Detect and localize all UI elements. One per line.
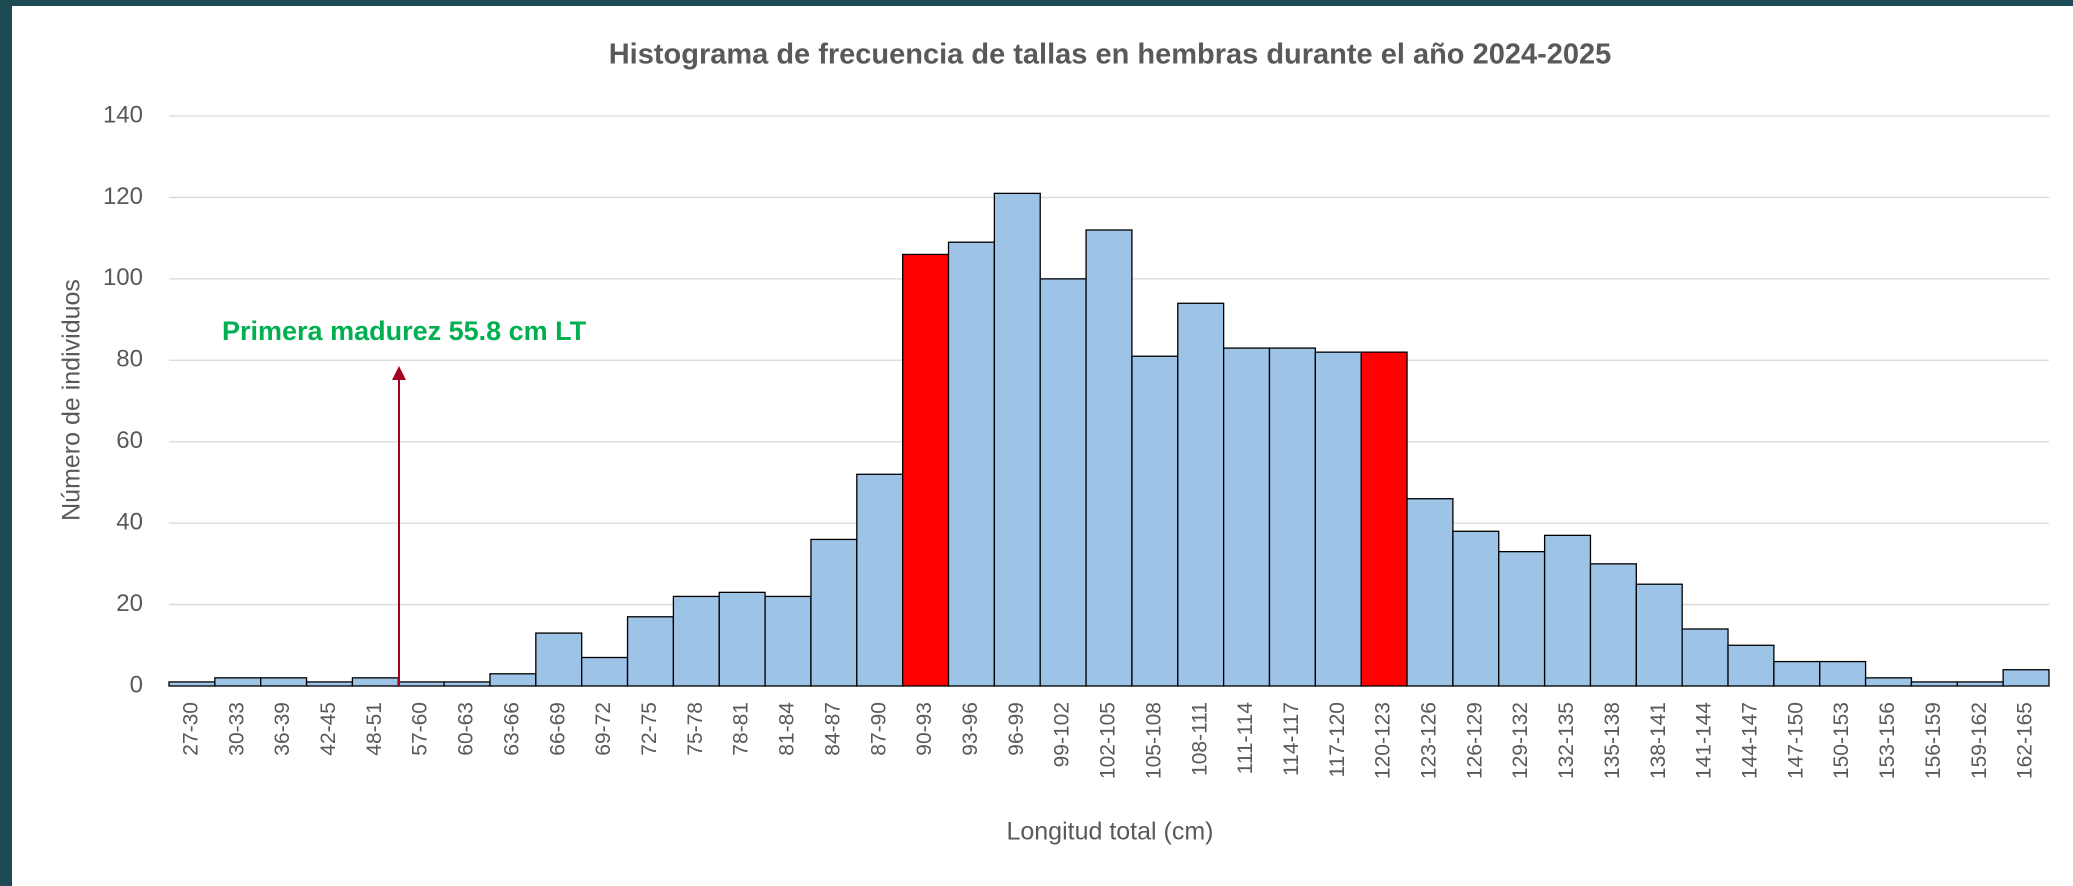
- y-tick-label: 120: [103, 183, 143, 210]
- x-tick-label: 96-99: [1005, 702, 1028, 756]
- bar: [1727, 644, 1775, 687]
- bar: [443, 681, 491, 687]
- x-tick-label: 81-84: [776, 702, 799, 756]
- bar: [260, 677, 308, 687]
- x-tick-label: 132-135: [1555, 702, 1578, 779]
- x-tick-label: 30-33: [225, 702, 248, 756]
- x-tick-label: 75-78: [684, 702, 707, 756]
- bar: [1864, 677, 1913, 687]
- bar: [305, 681, 354, 687]
- x-tick-label: 99-102: [1051, 702, 1074, 767]
- x-tick-label: 60-63: [455, 702, 478, 756]
- bar: [168, 681, 216, 687]
- bar: [1910, 681, 1958, 687]
- x-tick-label: 105-108: [1142, 702, 1165, 779]
- bar: [1085, 229, 1133, 687]
- x-tick-label: 141-144: [1693, 702, 1716, 779]
- bar: [351, 677, 399, 687]
- bar: [1222, 347, 1271, 687]
- bar: [947, 241, 996, 687]
- x-tick-label: 90-93: [913, 702, 936, 756]
- x-tick-label: 72-75: [638, 702, 661, 756]
- x-tick-label: 156-159: [1922, 702, 1945, 779]
- x-tick-label: 162-165: [2014, 702, 2037, 779]
- y-tick-label: 20: [116, 590, 143, 617]
- x-tick-label: 123-126: [1418, 702, 1441, 779]
- bar: [1635, 583, 1683, 687]
- bar: [856, 473, 904, 687]
- x-tick-label: 111-114: [1234, 702, 1257, 775]
- x-tick-label: 138-141: [1647, 702, 1670, 779]
- bar: [1314, 351, 1362, 687]
- annotation-arrowhead: [392, 366, 406, 380]
- bar: [2002, 669, 2050, 687]
- bar: [718, 591, 766, 687]
- bar: [1773, 660, 1821, 687]
- bar: [1177, 302, 1225, 687]
- x-tick-label: 63-66: [500, 702, 523, 756]
- bar: [993, 192, 1041, 687]
- x-tick-label: 84-87: [821, 702, 844, 756]
- x-tick-label: 135-138: [1601, 702, 1624, 779]
- bar: [810, 538, 858, 687]
- x-tick-label: 48-51: [363, 702, 386, 756]
- bar: [1498, 550, 1546, 687]
- x-tick-label: 36-39: [271, 702, 294, 756]
- x-tick-label: 129-132: [1509, 702, 1532, 779]
- chart-title: Histograma de frecuencia de tallas en he…: [609, 39, 1612, 71]
- x-tick-label: 114-117: [1280, 702, 1303, 776]
- bar: [214, 677, 262, 687]
- annotation: Primera madurez 55.8 cm LT: [222, 316, 587, 346]
- bar: [626, 616, 675, 687]
- bar: [1589, 563, 1637, 687]
- bar: [489, 673, 537, 687]
- y-tick-label: 80: [116, 346, 143, 373]
- bar: [397, 681, 445, 687]
- x-tick-label: 120-123: [1372, 702, 1395, 779]
- bar: [672, 595, 720, 687]
- bar: [1681, 628, 1729, 687]
- y-tick-label: 60: [116, 427, 143, 454]
- bar: [1452, 530, 1500, 687]
- bar: [1819, 660, 1867, 687]
- bar: [581, 656, 629, 687]
- x-tick-label: 69-72: [592, 702, 615, 756]
- y-tick-label: 40: [116, 508, 143, 535]
- x-tick-label: 78-81: [730, 702, 753, 756]
- x-tick-label: 153-156: [1876, 702, 1899, 779]
- x-tick-label: 66-69: [546, 702, 569, 756]
- bar: [535, 632, 583, 687]
- x-tick-label: 42-45: [317, 702, 340, 756]
- bar: [1956, 681, 2004, 687]
- bar: [1543, 534, 1592, 687]
- y-tick-label: 140: [103, 101, 143, 128]
- x-tick-label: 108-111: [1188, 702, 1211, 776]
- bar: [1360, 351, 1408, 687]
- x-tick-label: 150-153: [1830, 702, 1853, 779]
- x-tick-label: 126-129: [1463, 702, 1486, 779]
- x-axis-label: Longitud total (cm): [1006, 818, 1213, 846]
- x-tick-label: 147-150: [1784, 702, 1807, 779]
- bar: [1406, 498, 1454, 687]
- bar: [1039, 278, 1087, 687]
- bar: [764, 595, 812, 687]
- x-tick-label: 159-162: [1968, 702, 1991, 779]
- bar: [902, 253, 950, 687]
- x-tick-label: 144-147: [1738, 702, 1761, 779]
- y-axis-label: Número de individuos: [58, 279, 86, 521]
- bar: [1131, 355, 1179, 687]
- y-tick-label: 0: [130, 671, 143, 698]
- x-tick-label: 57-60: [409, 702, 432, 756]
- x-tick-label: 117-120: [1326, 702, 1349, 778]
- x-tick-label: 93-96: [959, 702, 982, 756]
- bar: [1268, 347, 1316, 687]
- x-tick-label: 102-105: [1097, 702, 1120, 779]
- x-tick-label: 87-90: [867, 702, 890, 756]
- y-tick-label: 100: [103, 264, 143, 291]
- x-tick-label: 27-30: [179, 702, 202, 756]
